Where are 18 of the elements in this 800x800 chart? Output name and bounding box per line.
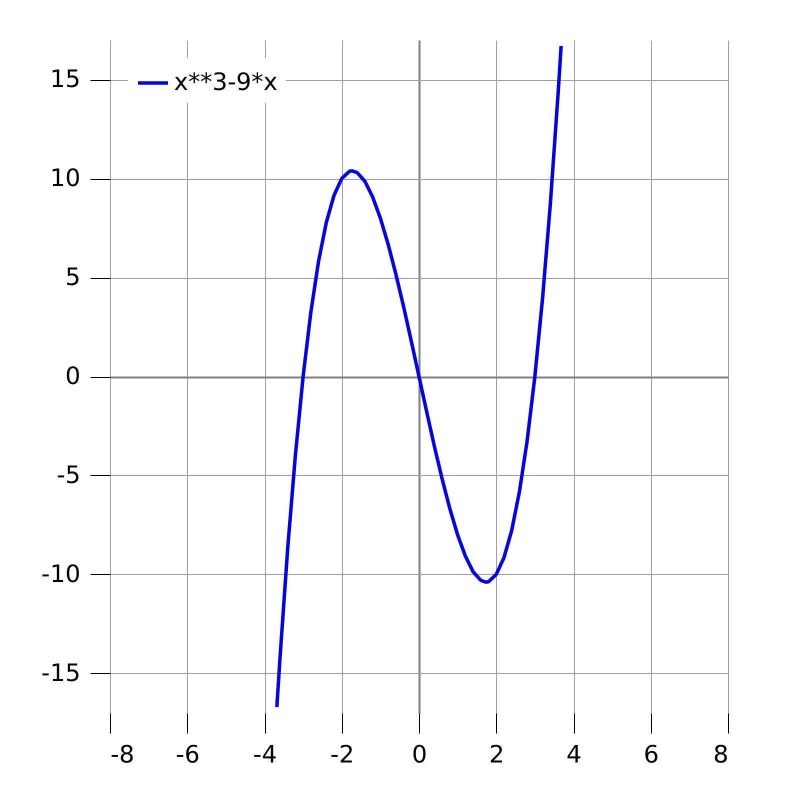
legend-label: x**3-9*x bbox=[174, 68, 278, 96]
y-tick-label: -5 bbox=[56, 460, 80, 489]
y-tick-label: 0 bbox=[65, 362, 80, 390]
x-tick-label: 6 bbox=[644, 740, 659, 768]
x-tick-label: -2 bbox=[330, 740, 354, 768]
y-tick-label: 5 bbox=[65, 263, 80, 292]
y-tick-label: 15 bbox=[50, 65, 80, 94]
x-tick-label: -8 bbox=[110, 740, 134, 768]
y-tick-label: -10 bbox=[41, 560, 80, 588]
x-tick-label: 4 bbox=[566, 740, 582, 768]
x-tick-label: -6 bbox=[176, 740, 200, 768]
x-tick-label: 8 bbox=[713, 740, 728, 768]
x-tick-label: 0 bbox=[412, 740, 428, 768]
x-tick-label: 2 bbox=[489, 740, 504, 768]
y-tick-label: 10 bbox=[50, 164, 80, 192]
line-series bbox=[275, 44, 563, 709]
y-tick-label: -15 bbox=[41, 658, 80, 687]
x-tick-label: -4 bbox=[253, 740, 277, 768]
